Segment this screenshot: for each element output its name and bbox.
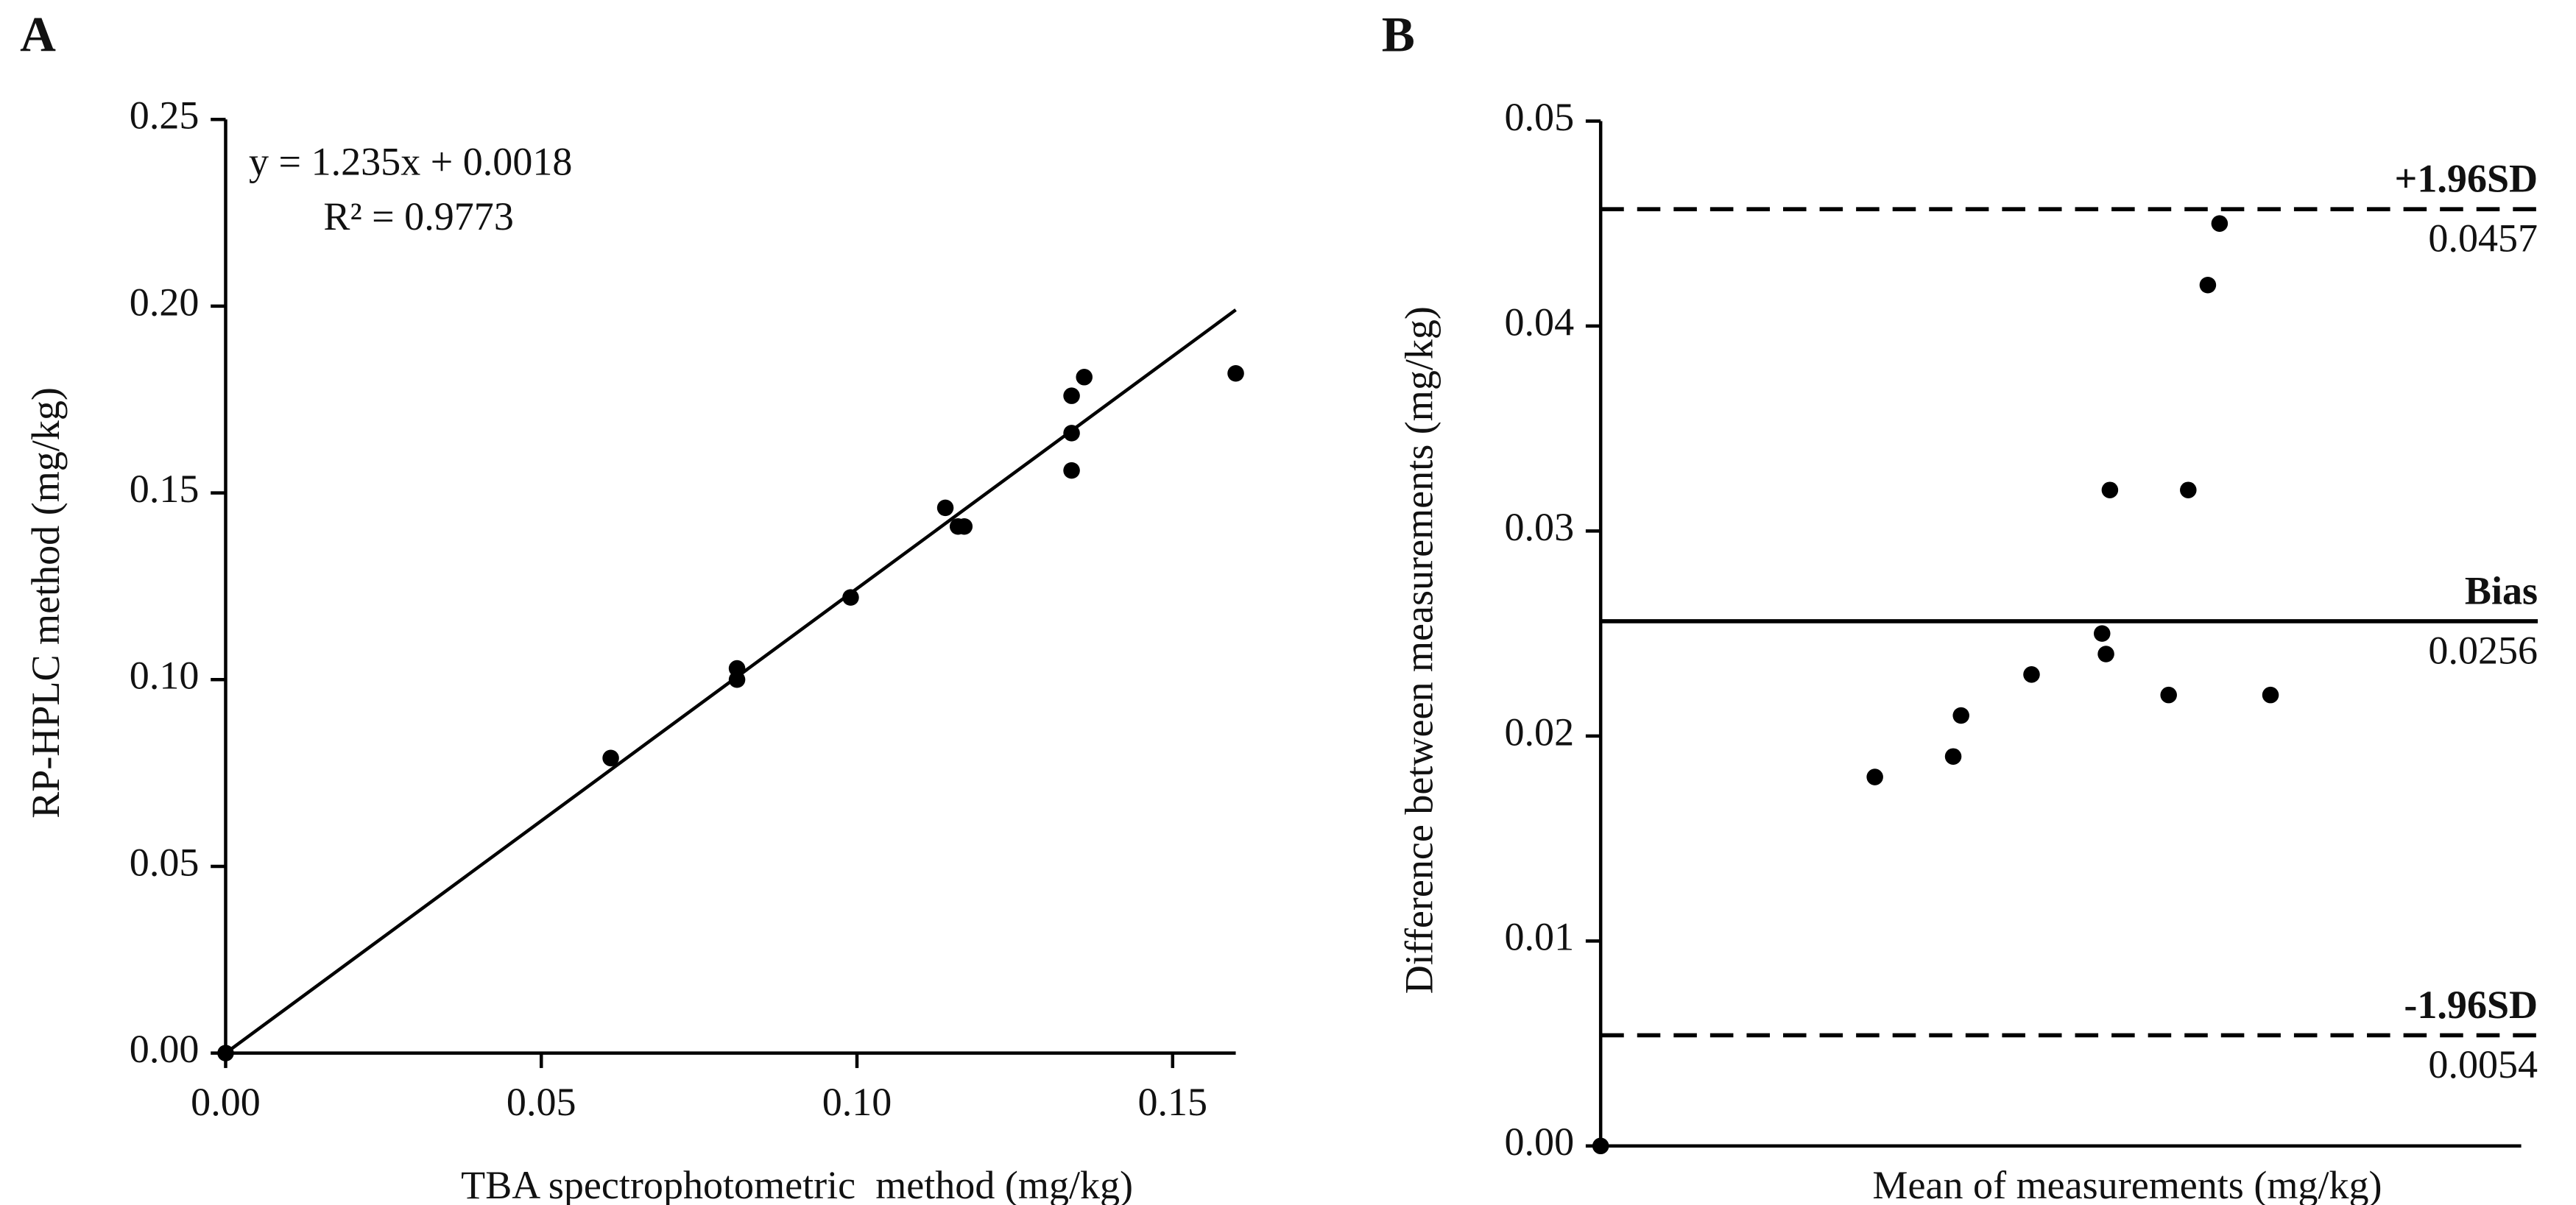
point <box>2262 686 2279 704</box>
x-tick-label: 0.15 <box>1137 1080 1207 1124</box>
y-tick-label: 0.00 <box>1505 1120 1575 1164</box>
reference-name: +1.96SD <box>2395 157 2538 201</box>
point <box>2097 646 2114 662</box>
point <box>1227 364 1244 382</box>
point <box>1063 462 1080 479</box>
point <box>1866 768 1883 785</box>
point <box>1063 425 1080 442</box>
point <box>936 499 954 517</box>
point <box>1592 1137 1609 1155</box>
y-tick-label: 0.01 <box>1505 915 1575 959</box>
point <box>1952 707 1969 724</box>
annotation: R² = 0.9773 <box>323 194 513 238</box>
point <box>842 589 859 606</box>
x-tick-label: 0.10 <box>822 1080 892 1124</box>
panel-letter: B <box>1382 7 1415 63</box>
point <box>2023 666 2040 683</box>
point <box>956 517 973 535</box>
y-tick-label: 0.15 <box>130 467 200 511</box>
x-tick-label: 0.00 <box>191 1080 261 1124</box>
point <box>2093 625 2111 642</box>
point <box>1063 387 1080 404</box>
x-tick-label: 0.05 <box>507 1080 576 1124</box>
y-axis-label: Difference between measurements (mg/kg) <box>1397 306 1441 994</box>
annotation: y = 1.235x + 0.0018 <box>249 140 572 184</box>
y-tick-label: 0.10 <box>130 654 200 698</box>
y-tick-label: 0.05 <box>130 840 200 884</box>
point <box>602 749 619 767</box>
y-tick-label: 0.20 <box>130 280 200 324</box>
y-tick-label: 0.04 <box>1505 300 1575 344</box>
reference-value: 0.0256 <box>2428 628 2538 672</box>
point <box>2160 686 2177 704</box>
point <box>728 671 746 688</box>
y-tick-label: 0.00 <box>130 1027 200 1071</box>
point <box>2180 481 2197 498</box>
x-axis-label: Mean of measurements (mg/kg) <box>1872 1163 2382 1205</box>
reference-name: Bias <box>2465 568 2538 612</box>
panel-letter: A <box>20 7 56 63</box>
y-tick-label: 0.03 <box>1505 505 1575 549</box>
point <box>2199 276 2217 294</box>
x-axis-label: TBA spectrophotometric method (mg/kg) <box>461 1163 1133 1205</box>
y-tick-label: 0.02 <box>1505 710 1575 754</box>
y-axis-label: RP-HPLC method (mg/kg) <box>24 387 68 819</box>
point <box>2211 215 2229 232</box>
point <box>2101 481 2119 498</box>
point <box>217 1045 234 1061</box>
point <box>1944 748 1962 765</box>
reference-value: 0.0054 <box>2428 1042 2538 1086</box>
y-tick-label: 0.25 <box>130 93 200 138</box>
reference-value: 0.0457 <box>2428 216 2538 261</box>
y-tick-label: 0.05 <box>1505 95 1575 139</box>
reference-name: -1.96SD <box>2404 983 2538 1027</box>
point <box>1076 369 1093 386</box>
